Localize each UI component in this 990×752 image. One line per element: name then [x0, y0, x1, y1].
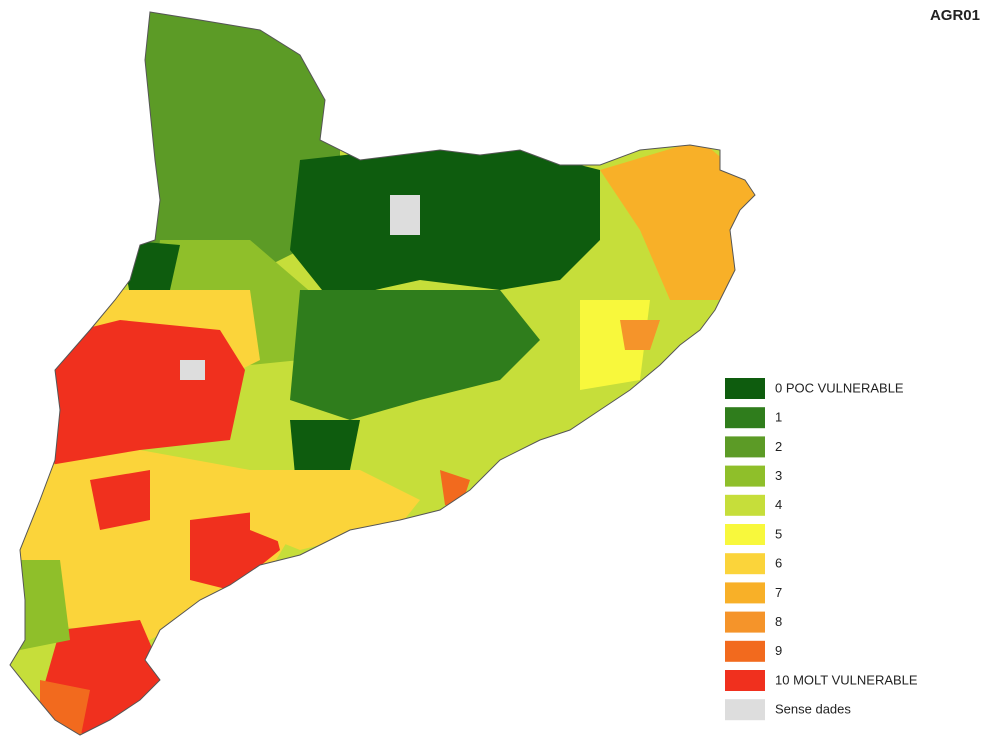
- legend-swatch: [725, 494, 765, 516]
- legend-label: 10 MOLT VULNERABLE: [775, 672, 918, 687]
- regions: [10, 12, 755, 735]
- legend-label: 6: [775, 556, 782, 571]
- legend-label: 4: [775, 497, 782, 512]
- map-title: AGR01: [930, 7, 980, 24]
- legend-swatch: [725, 436, 765, 458]
- legend-swatch: [725, 407, 765, 429]
- legend-label: 0 POC VULNERABLE: [775, 380, 904, 395]
- legend-label: 9: [775, 643, 782, 658]
- legend-label: Sense dades: [775, 702, 851, 717]
- legend-swatch: [725, 524, 765, 545]
- legend-swatch: [725, 378, 765, 399]
- legend-swatch: [725, 640, 765, 662]
- legend-swatch: [725, 553, 765, 575]
- legend-label: 3: [775, 468, 782, 483]
- legend-swatch: [725, 582, 765, 604]
- legend-label: 1: [775, 410, 782, 425]
- legend-label: 2: [775, 439, 782, 454]
- legend-swatch: [725, 699, 765, 721]
- legend-swatch: [725, 670, 765, 691]
- legend-label: 5: [775, 526, 782, 541]
- legend-label: 8: [775, 614, 782, 629]
- legend-swatch: [725, 465, 765, 487]
- legend: 0 POC VULNERABLE 1 2 3 4 5 6 7 8 9 10 MOLT VULNERA…: [725, 378, 918, 721]
- legend-label: 7: [775, 585, 782, 600]
- legend-swatch: [725, 611, 765, 633]
